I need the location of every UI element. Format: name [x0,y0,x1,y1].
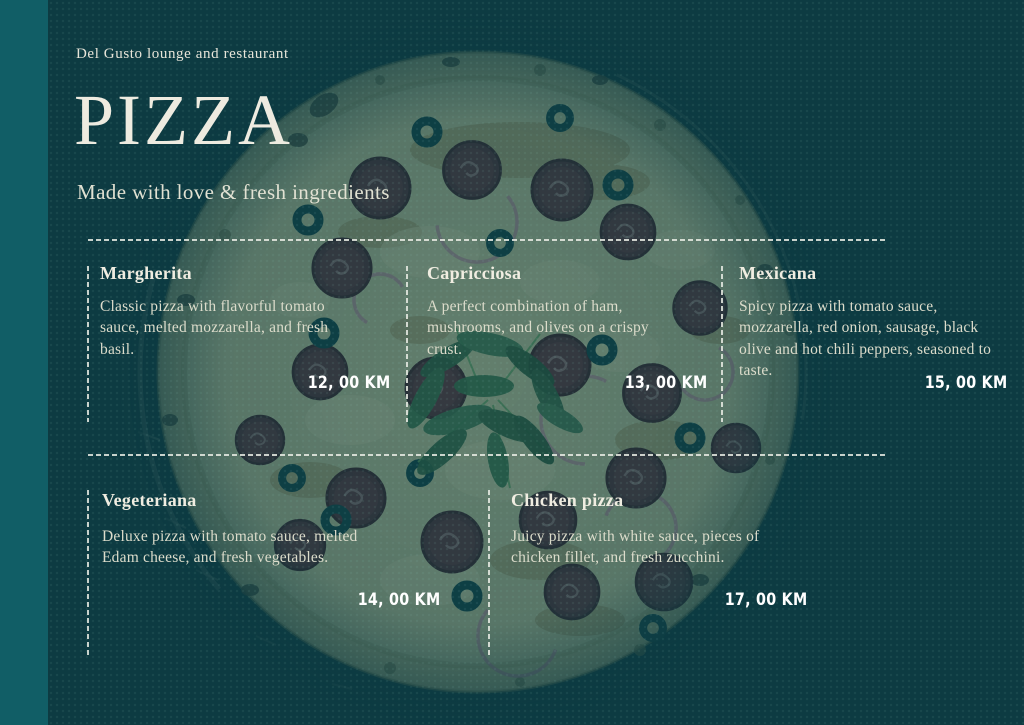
page-title: PIZZA [74,80,293,160]
item-name: Vegeteriana [102,490,197,510]
divider-vertical-capricciosa [406,266,408,422]
divider-horizontal-middle [88,454,885,456]
menu-item-vegeteriana: Vegeteriana Deluxe pizza with tomato sau… [102,490,440,615]
divider-horizontal-top [88,239,886,241]
item-price: 17, 00 KM [724,590,807,610]
item-description: A perfect combination of ham, mushrooms,… [427,298,649,358]
accent-bar [0,0,48,725]
divider-vertical-vegeteriana [87,490,89,656]
page-subtitle: Made with love & fresh ingredients [77,180,390,204]
item-price: 15, 00 KM [924,373,1007,393]
menu-item-chicken-pizza: Chicken pizza Juicy pizza with white sau… [511,490,807,615]
divider-vertical-mexicana [721,266,723,422]
divider-vertical-margherita [87,266,89,422]
item-price: 14, 00 KM [357,590,440,610]
menu-item-margherita: Margherita Classic pizza with flavorful … [100,263,390,395]
item-price: 12, 00 KM [307,373,390,393]
item-description: Deluxe pizza with tomato sauce, melted E… [102,528,358,567]
item-name: Margherita [100,263,192,283]
item-description: Juicy pizza with white sauce, pieces of … [511,528,760,567]
menu-item-mexicana: Mexicana Spicy pizza with tomato sauce, … [739,263,1007,395]
item-name: Mexicana [739,263,817,283]
item-name: Chicken pizza [511,490,624,510]
menu-item-capricciosa: Capricciosa A perfect combination of ham… [427,263,707,395]
item-description: Spicy pizza with tomato sauce, mozzarell… [739,298,992,380]
divider-vertical-chicken-pizza [488,490,490,656]
item-description: Classic pizza with flavorful tomato sauc… [100,298,329,358]
brand-line: Del Gusto lounge and restaurant [76,46,289,62]
item-name: Capricciosa [427,263,522,283]
item-price: 13, 00 KM [624,373,707,393]
